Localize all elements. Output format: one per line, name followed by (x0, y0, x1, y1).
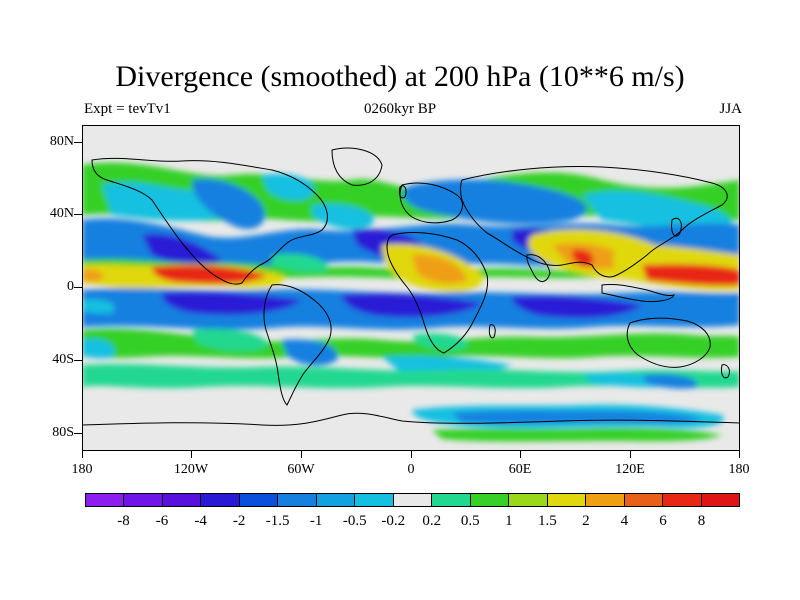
colorbar-swatch (201, 494, 240, 506)
coastline (82, 412, 740, 426)
colorbar-swatch (124, 494, 163, 506)
coastlines (82, 147, 740, 426)
colorbar-label: 4 (620, 513, 629, 529)
contour-region (82, 269, 104, 282)
coastline (460, 166, 728, 278)
contour-region (142, 234, 222, 266)
x-tick-60w (301, 451, 302, 458)
contour-region (512, 295, 642, 318)
colorbar-label: 8 (697, 513, 706, 529)
colorbar-swatch (432, 494, 471, 506)
contour-region (192, 179, 265, 229)
colorbar (85, 493, 740, 507)
contour-region (312, 203, 374, 230)
contour-region (642, 374, 698, 389)
colorbar-label: -0.2 (381, 513, 406, 529)
x-tick-0 (411, 451, 412, 458)
y-tick-40s (74, 360, 82, 361)
colorbar-label: -8 (117, 513, 130, 529)
contour-region (272, 253, 328, 273)
coastline (91, 157, 328, 285)
contour-region (82, 338, 115, 359)
x-tick-180w (82, 451, 83, 458)
y-tick-label-80n: 80N (49, 134, 74, 149)
colorbar-label: 0.5 (460, 513, 480, 529)
divergence-map (82, 125, 740, 451)
colorbar-label: 2 (582, 513, 590, 529)
contour-region (82, 299, 115, 314)
contour-region (412, 254, 467, 284)
y-tick-eq (74, 287, 82, 288)
coastline (526, 254, 551, 282)
coastline (386, 232, 489, 354)
colorbar-swatch (586, 494, 625, 506)
colorbar-swatch (393, 494, 433, 506)
experiment-label: Expt = tevTv1 (84, 101, 171, 117)
colorbar-label: -6 (155, 513, 169, 529)
colorbar-label: 1 (505, 513, 513, 529)
x-tick-label-180e: 180 (728, 462, 750, 477)
colorbar-swatch (701, 494, 739, 506)
colorbar-swatch (470, 494, 510, 506)
time-label: 0260kyr BP (363, 101, 437, 117)
contour-region (82, 363, 740, 389)
contour-region (262, 173, 314, 201)
colorbar-swatch (547, 494, 587, 506)
contour-region (342, 293, 482, 318)
coastline (488, 324, 496, 339)
contour-region (432, 427, 722, 442)
colorbar-label: -0.5 (342, 513, 367, 529)
coastline (331, 147, 383, 186)
colorbar-swatch (86, 494, 125, 506)
x-tick-120w (191, 451, 192, 458)
plot-title: Divergence (smoothed) at 200 hPa (10**6 … (115, 60, 685, 93)
y-tick-80s (74, 433, 82, 434)
x-tick-label-60w: 60W (287, 462, 315, 477)
x-tick-label-0: 0 (407, 462, 415, 477)
contour-region (282, 339, 338, 366)
colorbar-label: -1.5 (265, 513, 290, 529)
y-tick-label-40s: 40S (52, 352, 74, 367)
colorbar-swatch (663, 494, 702, 506)
x-tick-label-60e: 60E (508, 462, 532, 477)
x-tick-120e (630, 451, 631, 458)
colorbar-swatch (162, 494, 202, 506)
contour-region (642, 264, 740, 286)
x-tick-60e (520, 451, 521, 458)
colorbar-label: 6 (659, 513, 667, 529)
x-tick-label-180w: 180 (71, 462, 93, 477)
y-tick-label-40n: 40N (49, 206, 74, 221)
colorbar-swatch (239, 494, 279, 506)
y-tick-80n (74, 142, 82, 143)
x-tick-180e (739, 451, 740, 458)
coastline (263, 284, 332, 406)
coastline (601, 284, 675, 303)
colorbar-swatch (316, 494, 356, 506)
y-tick-label-eq: 0 (67, 279, 74, 294)
colorbar-label: 0.2 (422, 513, 442, 529)
coastline (398, 185, 407, 199)
divergence-field (82, 162, 740, 442)
coastline (721, 364, 730, 379)
colorbar-swatch (624, 494, 664, 506)
y-tick-label-80s: 80S (52, 425, 74, 440)
contour-region (152, 265, 267, 284)
colorbar-swatch (355, 494, 394, 506)
colorbar-label: -1 (309, 513, 323, 529)
coastline (626, 317, 711, 368)
coastline (399, 182, 463, 224)
y-tick-40n (74, 214, 82, 215)
coastline (671, 217, 682, 237)
x-tick-label-120e: 120E (615, 462, 645, 477)
colorbar-swatch (509, 494, 548, 506)
season-label: JJA (719, 101, 742, 117)
colorbar-label: -2 (232, 513, 246, 529)
contour-region (192, 328, 268, 352)
contour-region (162, 291, 302, 315)
x-tick-label-120w: 120W (173, 462, 209, 477)
map-canvas (82, 125, 740, 451)
colorbar-label: -4 (194, 513, 207, 529)
colorbar-swatch (278, 494, 317, 506)
colorbar-label: 1.5 (537, 513, 557, 529)
